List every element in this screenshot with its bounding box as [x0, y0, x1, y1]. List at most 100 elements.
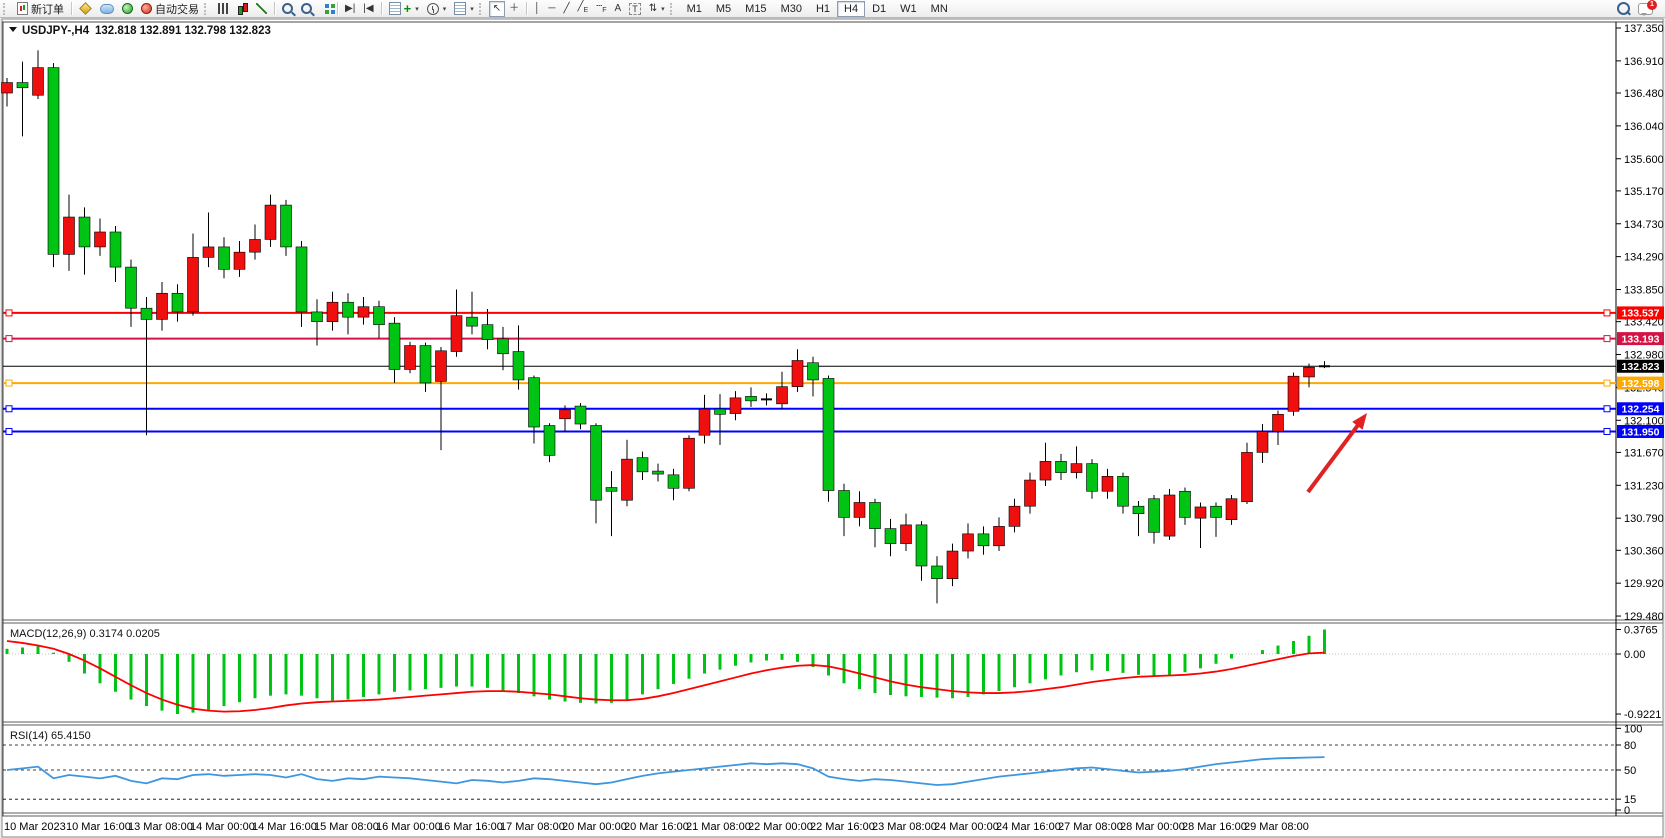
horizontal-line-tool-button[interactable]: ─ — [544, 1, 559, 17]
candle-body — [900, 524, 912, 544]
price-line-label-box — [1617, 424, 1664, 438]
crosshair-tool-button[interactable]: ＋ — [505, 1, 523, 17]
line-marker-right[interactable] — [1603, 309, 1611, 317]
candle-body — [528, 377, 540, 428]
line-marker-left[interactable] — [5, 427, 13, 435]
vertical-line-tool-button[interactable]: │ — [530, 1, 544, 17]
annotation-arrow-shaft[interactable] — [1306, 419, 1363, 494]
candle-body — [1086, 463, 1098, 492]
auto-scroll-icon: ▶| — [345, 2, 356, 14]
community-button[interactable] — [96, 1, 118, 17]
arrows-tool-button[interactable]: ⇅ ▾ — [645, 1, 669, 17]
candle-body — [745, 396, 757, 402]
signals-button[interactable] — [118, 1, 137, 17]
candle-body — [590, 425, 602, 501]
bar-chart-icon — [218, 3, 229, 14]
periods-button[interactable]: ▾ — [423, 1, 451, 17]
chart-title-collapse-icon[interactable] — [9, 27, 17, 32]
bar-chart-button[interactable] — [214, 1, 233, 17]
candle-body — [435, 350, 447, 382]
price-axis-label: 130.360 — [1624, 545, 1664, 557]
candle-body — [171, 292, 184, 313]
candle-body — [140, 307, 153, 320]
candle-body — [993, 526, 1005, 547]
candle-body — [1272, 414, 1284, 432]
price-line-label: 131.950 — [1622, 426, 1660, 438]
line-marker-left[interactable] — [5, 335, 13, 343]
toolbar-grip[interactable] — [669, 2, 677, 15]
toolbar-grip[interactable] — [478, 2, 486, 15]
timeframe-m30-button[interactable]: M30 — [774, 1, 809, 17]
metaquotes-button[interactable] — [75, 1, 96, 17]
separator — [337, 2, 338, 15]
time-axis-label: 22 Mar 00:00 — [748, 821, 813, 833]
candle-body — [450, 315, 463, 352]
candle-body — [869, 502, 881, 529]
timeframe-h4-button[interactable]: H4 — [837, 0, 866, 17]
channel-tool-button[interactable]: ╱E — [574, 1, 593, 17]
candle-body — [1148, 498, 1160, 533]
line-marker-right[interactable] — [1603, 405, 1611, 413]
candle-body — [1132, 505, 1145, 514]
line-chart-icon — [256, 3, 267, 14]
cursor-icon: ↖ — [492, 2, 502, 14]
clock-icon — [426, 2, 439, 15]
fibonacci-tool-button[interactable]: ┄F — [592, 1, 610, 17]
text-label-icon: T — [629, 2, 641, 15]
new-order-label: 新订单 — [31, 3, 64, 16]
toolbar-grip[interactable] — [3, 2, 10, 15]
candle-body — [233, 251, 246, 270]
cursor-tool-button[interactable]: ↖ — [488, 0, 506, 17]
line-marker-right[interactable] — [1603, 335, 1611, 343]
zoom-out-button[interactable] — [297, 1, 316, 17]
timeframe-m15-button[interactable]: M15 — [738, 1, 773, 17]
candle-body — [419, 345, 432, 384]
toolbar-grip[interactable] — [204, 2, 211, 15]
trendline-tool-button[interactable]: ╱ — [559, 1, 573, 17]
line-marker-right[interactable] — [1603, 379, 1611, 387]
candle-body — [1008, 505, 1021, 527]
candle-body — [1256, 431, 1269, 453]
separator — [274, 2, 275, 15]
timeframe-m5-button[interactable]: M5 — [709, 1, 738, 17]
candle-body — [931, 565, 943, 579]
candle-body — [63, 216, 75, 255]
tile-windows-button[interactable] — [316, 1, 334, 17]
chart-shift-button[interactable]: |◀ — [359, 1, 377, 17]
auto-scroll-button[interactable]: ▶| — [341, 1, 359, 17]
line-marker-left[interactable] — [5, 379, 13, 387]
text-label-tool-button[interactable]: T — [625, 1, 645, 17]
line-marker-left[interactable] — [5, 309, 13, 317]
auto-trading-button[interactable]: 自动交易 — [137, 1, 203, 17]
candle-body — [497, 338, 509, 355]
notifications-button[interactable]: 1 — [1634, 0, 1657, 17]
search-button[interactable] — [1613, 1, 1634, 17]
channel-icon: ╱E — [577, 0, 589, 14]
plus-icon: + — [403, 1, 412, 16]
candle-body — [404, 345, 416, 370]
candle-body — [326, 301, 339, 322]
annotation-arrow-head[interactable] — [1352, 413, 1367, 430]
timeframe-w1-button[interactable]: W1 — [893, 1, 924, 17]
candle-body — [187, 257, 199, 313]
timeframe-d1-button[interactable]: D1 — [865, 1, 893, 17]
line-marker-left[interactable] — [5, 405, 13, 413]
timeframe-mn-button[interactable]: MN — [924, 1, 955, 17]
price-axis-label: 129.920 — [1624, 578, 1664, 590]
candlestick-chart-button[interactable] — [233, 1, 252, 17]
text-tool-button[interactable]: A — [611, 1, 626, 17]
timeframe-m1-button[interactable]: M1 — [680, 1, 709, 17]
candle-body — [295, 246, 308, 313]
line-marker-right[interactable] — [1603, 427, 1611, 435]
line-chart-button[interactable] — [252, 1, 271, 17]
timeframe-h1-button[interactable]: H1 — [809, 1, 837, 17]
candle-body — [249, 239, 261, 253]
signal-icon — [122, 3, 133, 14]
templates-button[interactable]: ▾ — [450, 1, 478, 17]
indicators-button[interactable]: + ▾ — [385, 1, 423, 17]
candle-body — [1287, 375, 1300, 412]
zoom-in-button[interactable] — [278, 1, 297, 17]
trendline-icon: ╱ — [563, 2, 570, 14]
new-order-button[interactable]: 新订单 — [13, 1, 68, 17]
price-line-label-box — [1617, 359, 1664, 373]
